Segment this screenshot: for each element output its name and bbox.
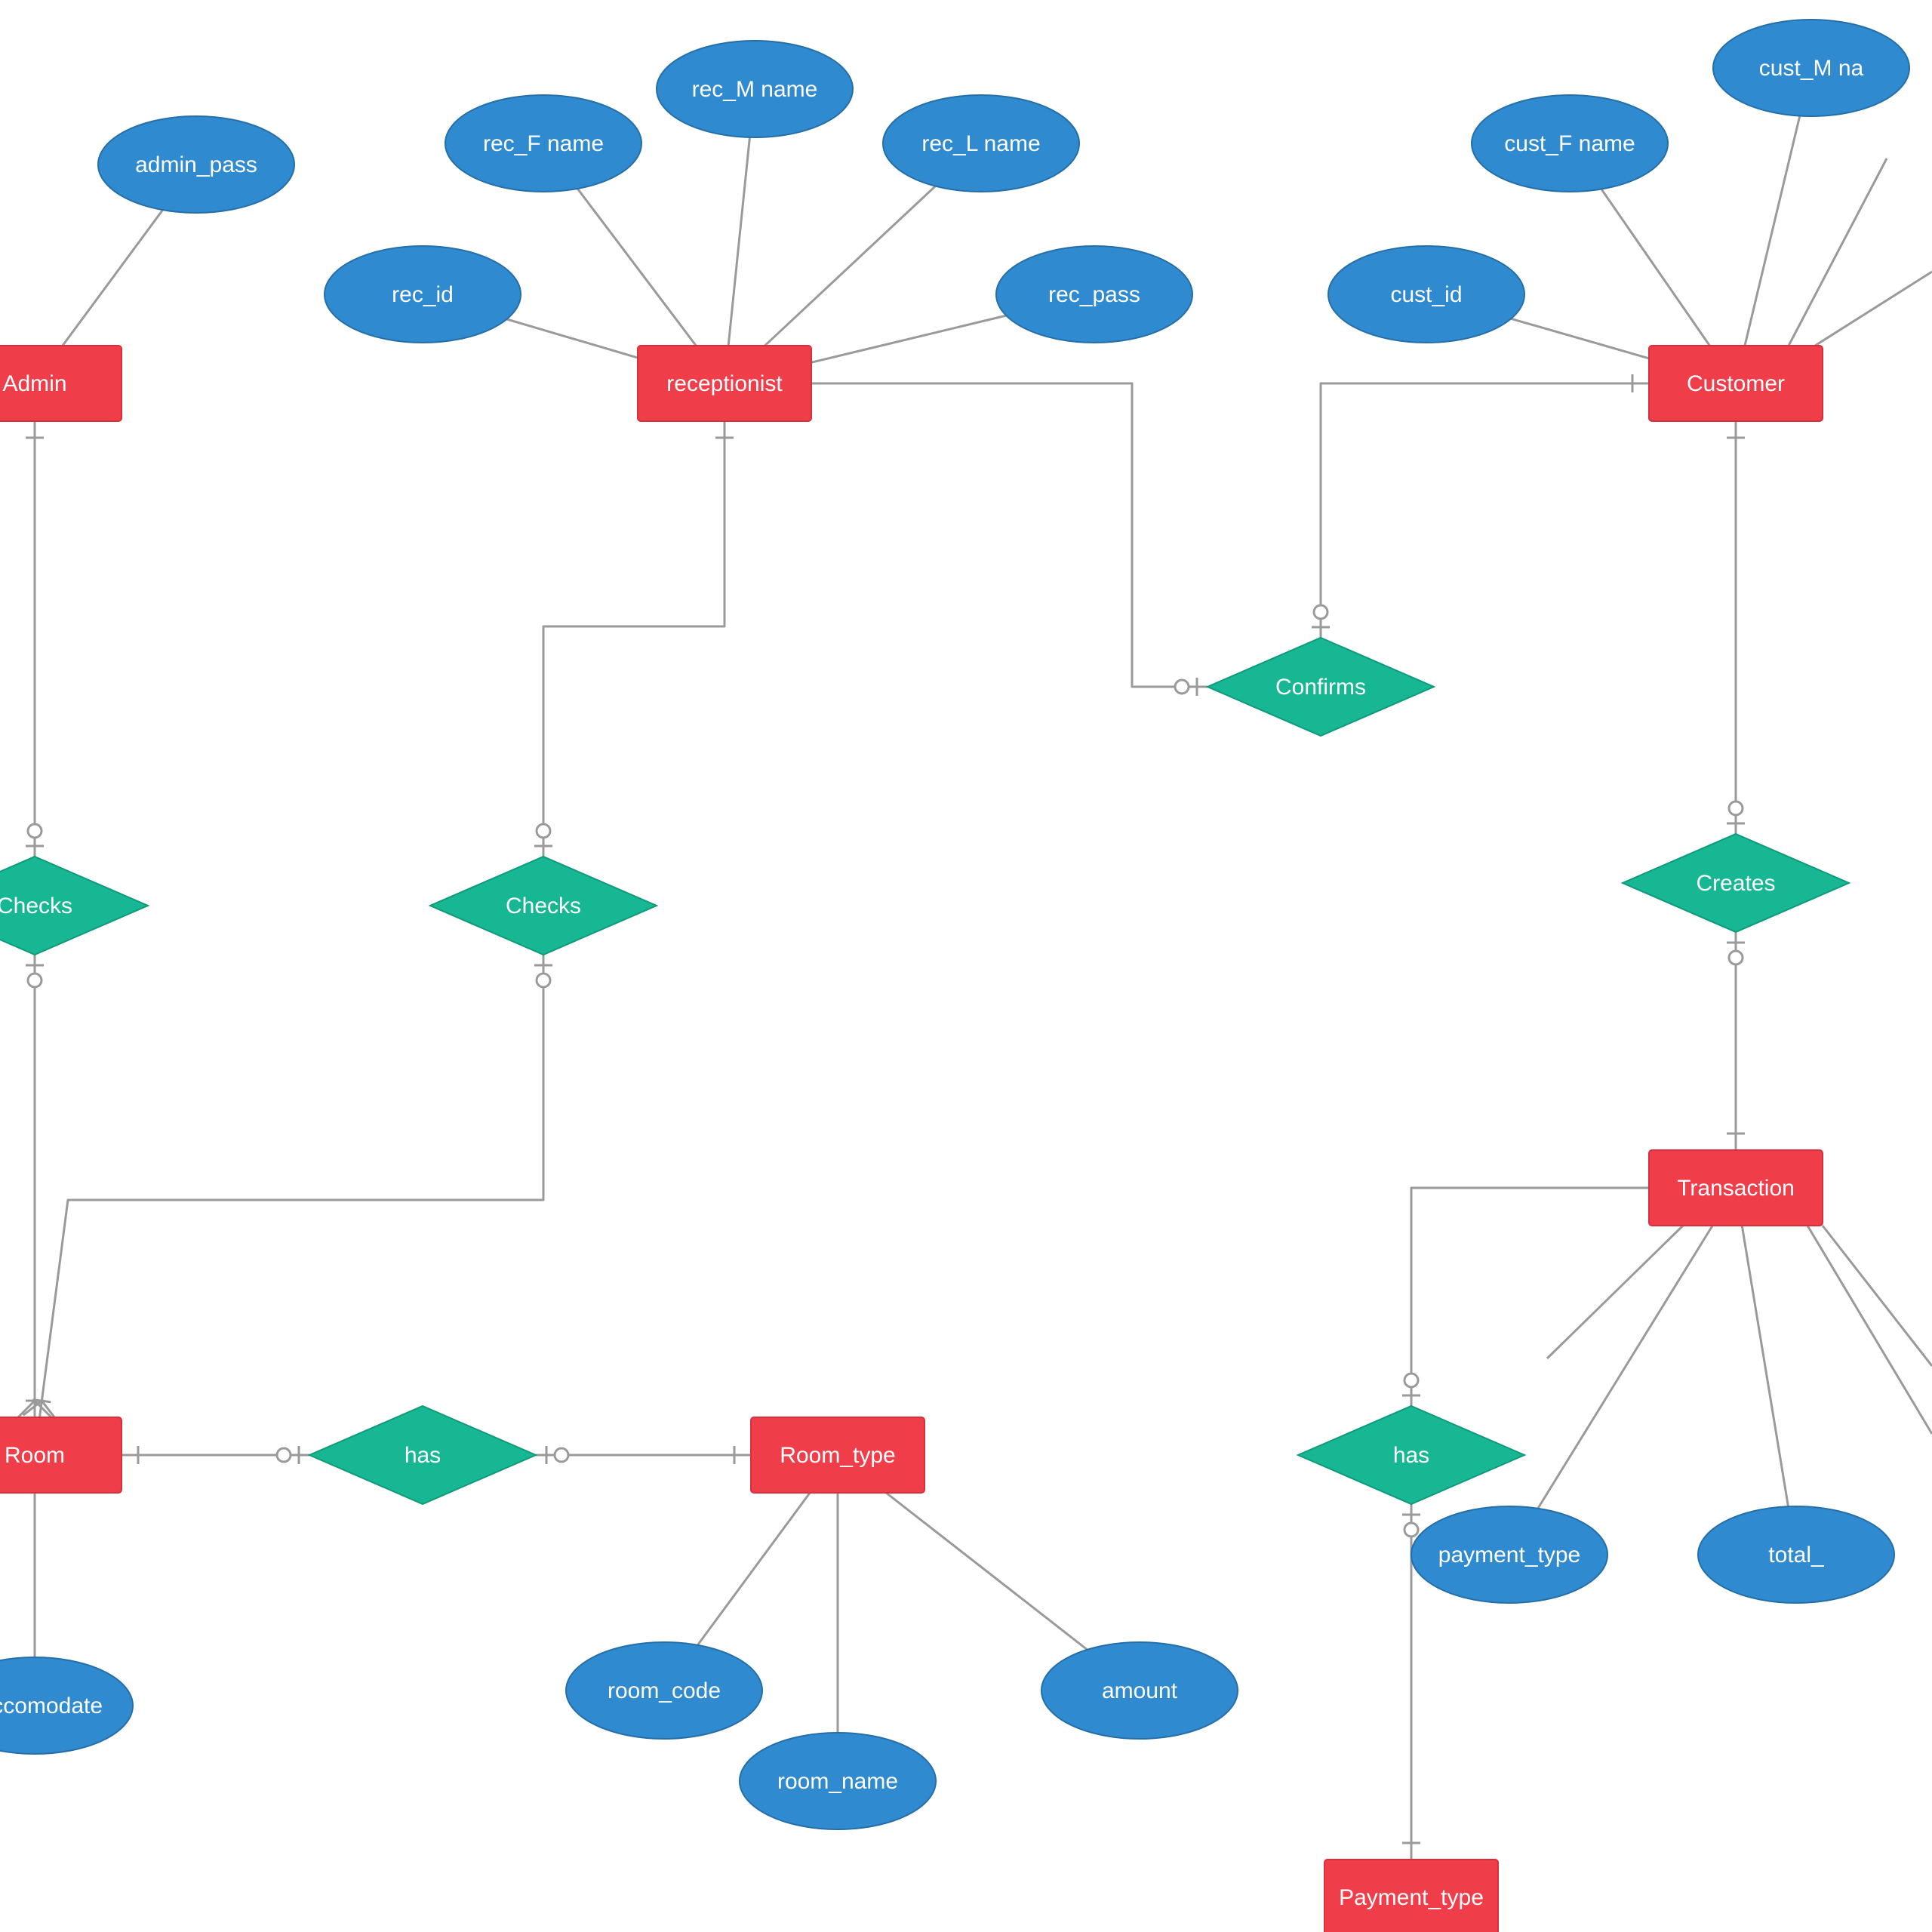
edge-room_code-room_type [697, 1493, 810, 1645]
edge-receptionist-confirms [811, 383, 1208, 687]
edge-rec_m-receptionist [728, 137, 749, 346]
label-amount: amount [1102, 1678, 1178, 1703]
edge-rec_id-receptionist [507, 319, 638, 358]
label-creates: Creates [1696, 871, 1775, 896]
edges-layer [0, 83, 1932, 1860]
edge-amount-room_type [886, 1493, 1088, 1650]
label-room: Room [5, 1443, 65, 1468]
edge-cust_id-customer [1511, 318, 1649, 358]
label-rec_f: rec_F name [483, 131, 604, 156]
edge-checks_rec-room [40, 955, 543, 1417]
label-total: total_ [1768, 1543, 1825, 1567]
label-rec_l: rec_L name [921, 131, 1040, 156]
label-room_name: room_name [777, 1769, 898, 1794]
label-transaction: Transaction [1677, 1176, 1795, 1201]
edge-rec_f-receptionist [577, 189, 696, 346]
label-room_type: Room_type [780, 1443, 895, 1468]
label-admin_pass: admin_pass [135, 152, 257, 177]
label-has_room: has [405, 1443, 441, 1468]
edge-total-transaction [1742, 1226, 1788, 1506]
label-checks_rec: Checks [506, 894, 581, 918]
label-admin: Admin [2, 371, 66, 396]
label-pay_type_a: payment_type [1438, 1543, 1580, 1567]
label-room_code: room_code [608, 1678, 721, 1703]
extra-line-7 [1807, 1226, 1932, 1434]
edge-confirms-customer [1321, 383, 1649, 638]
label-rec_id: rec_id [392, 282, 454, 307]
edge-pay_type_a-transaction [1538, 1226, 1712, 1509]
label-payment_type: Payment_type [1339, 1885, 1484, 1910]
label-cust_m: cust_M na [1759, 56, 1864, 81]
label-rec_pass: rec_pass [1048, 282, 1140, 307]
extra-line-5 [1547, 1226, 1683, 1358]
label-customer: Customer [1687, 371, 1785, 396]
extra-line-4 [1815, 272, 1932, 346]
nodes-layer [0, 20, 1909, 1932]
edge-transaction-has_trans [1411, 1188, 1649, 1406]
label-cust_id: cust_id [1390, 282, 1462, 307]
extra-line-6 [1823, 1226, 1932, 1366]
label-cust_f: cust_F name [1504, 131, 1635, 156]
edge-rec_pass-receptionist [811, 315, 1006, 362]
edge-rec_l-receptionist [764, 186, 935, 346]
label-confirms: Confirms [1275, 675, 1366, 700]
label-receptionist: receptionist [666, 371, 783, 396]
label-has_trans: has [1393, 1443, 1429, 1468]
edge-cust_m-customer [1745, 116, 1800, 346]
notation-layer [18, 374, 1745, 1843]
label-accomodate: _accomodate [0, 1694, 103, 1718]
edge-admin_pass-admin [63, 210, 163, 346]
edge-cust_f-customer [1601, 189, 1709, 346]
edge-receptionist-checks_rec [543, 421, 724, 857]
label-checks_admin: Checks [0, 894, 72, 918]
extra-line-3 [1789, 158, 1887, 346]
label-rec_m: rec_M name [692, 77, 818, 102]
